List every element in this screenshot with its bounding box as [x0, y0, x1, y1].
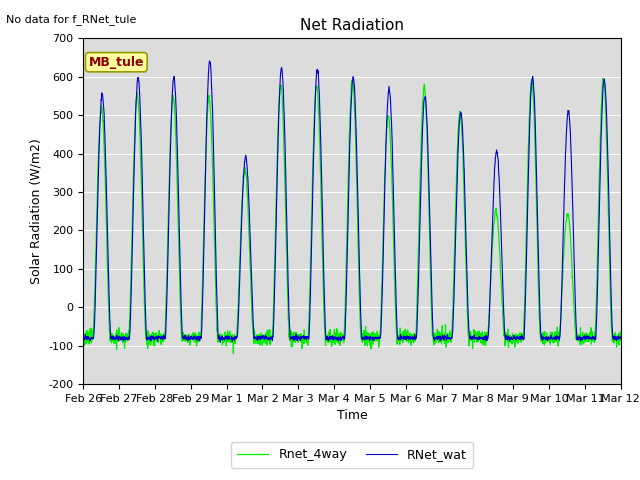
Rnet_4way — [230, 350, 237, 356]
RNet_wat — [585, 336, 593, 342]
X-axis label: Time: Time — [337, 409, 367, 422]
RNet_wat — [79, 335, 87, 340]
RNet_wat — [205, 58, 213, 64]
Rnet_4way — [584, 338, 592, 344]
Rnet_4way — [79, 338, 87, 344]
Rnet_4way — [617, 329, 625, 335]
Rnet_4way — [508, 339, 516, 345]
Rnet_4way — [380, 232, 387, 238]
RNet_wat — [216, 339, 224, 345]
RNet_wat — [617, 334, 625, 340]
Title: Net Radiation: Net Radiation — [300, 18, 404, 33]
RNet_wat — [368, 336, 376, 341]
Y-axis label: Solar Radiation (W/m2): Solar Radiation (W/m2) — [30, 138, 43, 284]
RNet_wat — [230, 336, 237, 342]
Text: No data for f_RNet_tule: No data for f_RNet_tule — [6, 14, 137, 25]
RNet_wat — [509, 336, 516, 342]
Rnet_4way — [600, 75, 607, 81]
Rnet_4way — [229, 335, 237, 341]
Line: RNet_wat: RNet_wat — [83, 61, 621, 342]
Text: MB_tule: MB_tule — [88, 56, 144, 69]
Rnet_4way — [570, 296, 577, 302]
RNet_wat — [570, 242, 577, 248]
RNet_wat — [380, 240, 387, 246]
Rnet_4way — [368, 334, 376, 340]
Legend: Rnet_4way, RNet_wat: Rnet_4way, RNet_wat — [231, 442, 473, 468]
Line: Rnet_4way: Rnet_4way — [83, 78, 621, 353]
